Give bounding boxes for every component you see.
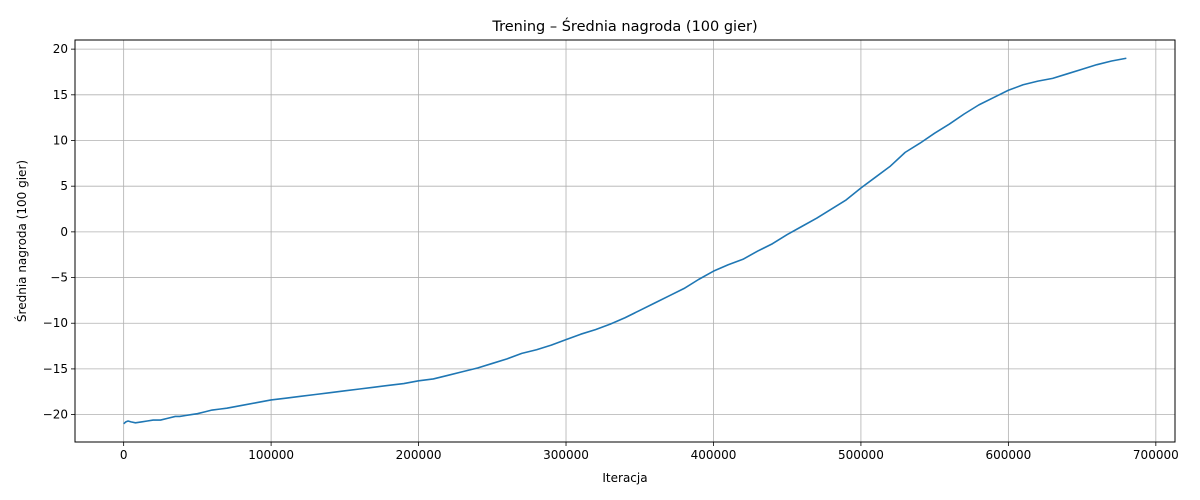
y-tick-label: 0 [60, 225, 68, 239]
series-layer [123, 57, 1127, 425]
y-tick-label: −10 [43, 316, 68, 330]
x-tick-label: 500000 [838, 448, 884, 462]
y-tick-label: 10 [53, 134, 68, 148]
grid [75, 40, 1175, 442]
y-tick-label: −15 [43, 362, 68, 376]
x-tick-label: 0 [120, 448, 128, 462]
x-tick-label: 600000 [985, 448, 1031, 462]
y-axis-label: Średnia nagroda (100 gier) [14, 160, 29, 322]
plot-frame [74, 39, 1176, 443]
y-tick-label: −20 [43, 408, 68, 422]
x-tick-label: 300000 [543, 448, 589, 462]
x-tick-label: 100000 [248, 448, 294, 462]
series-line [123, 57, 1127, 425]
y-tick-label: 15 [53, 88, 68, 102]
y-tick-label: 20 [53, 42, 68, 56]
x-tick-label: 700000 [1133, 448, 1179, 462]
x-tick-label: 200000 [396, 448, 442, 462]
y-tick-label: −5 [50, 271, 68, 285]
x-tick-label: 400000 [691, 448, 737, 462]
chart-title: Trening – Średnia nagroda (100 gier) [491, 17, 757, 35]
x-axis-label: Iteracja [602, 471, 647, 485]
ticks: 0 100000 200000 300000 400000 500000 600000 700… [43, 42, 1179, 462]
y-tick-label: 5 [60, 179, 68, 193]
